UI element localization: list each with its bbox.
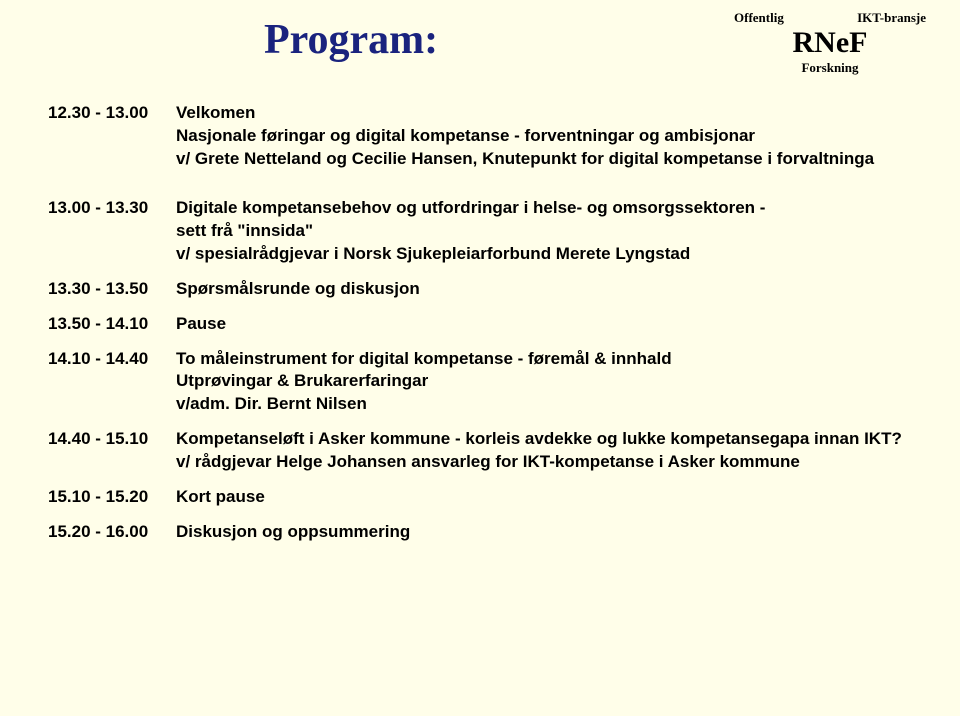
- agenda-time: 15.10 - 15.20: [48, 486, 176, 509]
- agenda-desc: Pause: [176, 313, 924, 336]
- agenda-row: 13.00 - 13.30Digitale kompetansebehov og…: [48, 197, 924, 266]
- agenda-line: To måleinstrument for digital kompetanse…: [176, 348, 924, 371]
- agenda-time: 14.40 - 15.10: [48, 428, 176, 451]
- agenda-desc: VelkomenNasjonale føringar og digital ko…: [176, 102, 924, 171]
- agenda-line: v/ spesialrådgjevar i Norsk Sjukepleiarf…: [176, 243, 924, 266]
- agenda-time: 13.00 - 13.30: [48, 197, 176, 220]
- agenda-desc: Kort pause: [176, 486, 924, 509]
- agenda-line: Kompetanseløft i Asker kommune - korleis…: [176, 428, 924, 451]
- agenda-line: v/ Grete Netteland og Cecilie Hansen, Kn…: [176, 148, 924, 171]
- agenda-row: 13.30 - 13.50Spørsmålsrunde og diskusjon: [48, 278, 924, 301]
- agenda-line: Nasjonale føringar og digital kompetanse…: [176, 125, 924, 148]
- agenda-line: Digitale kompetansebehov og utfordringar…: [176, 197, 924, 220]
- agenda-row: 14.10 - 14.40To måleinstrument for digit…: [48, 348, 924, 417]
- agenda-line: v/adm. Dir. Bernt Nilsen: [176, 393, 924, 416]
- agenda-desc: Kompetanseløft i Asker kommune - korleis…: [176, 428, 924, 474]
- agenda: 12.30 - 13.00VelkomenNasjonale føringar …: [48, 102, 924, 556]
- logo-bottom: Forskning: [730, 60, 930, 76]
- agenda-desc: Spørsmålsrunde og diskusjon: [176, 278, 924, 301]
- agenda-row: 14.40 - 15.10Kompetanseløft i Asker komm…: [48, 428, 924, 474]
- agenda-line: sett frå "innsida": [176, 220, 924, 243]
- agenda-line: Kort pause: [176, 486, 924, 509]
- agenda-row: 15.10 - 15.20Kort pause: [48, 486, 924, 509]
- agenda-line: Diskusjon og oppsummering: [176, 521, 924, 544]
- logo-top-left: Offentlig: [734, 10, 784, 26]
- agenda-row: 15.20 - 16.00Diskusjon og oppsummering: [48, 521, 924, 544]
- agenda-line: Spørsmålsrunde og diskusjon: [176, 278, 924, 301]
- agenda-line: v/ rådgjevar Helge Johansen ansvarleg fo…: [176, 451, 924, 474]
- agenda-line: Utprøvingar & Brukarerfaringar: [176, 370, 924, 393]
- agenda-time: 13.50 - 14.10: [48, 313, 176, 336]
- agenda-row: 12.30 - 13.00VelkomenNasjonale føringar …: [48, 102, 924, 171]
- page-title: Program:: [264, 16, 438, 64]
- agenda-time: 14.10 - 14.40: [48, 348, 176, 371]
- agenda-time: 12.30 - 13.00: [48, 102, 176, 125]
- agenda-line: Velkomen: [176, 102, 924, 125]
- logo-middle: RNeF: [730, 28, 930, 58]
- agenda-time: 13.30 - 13.50: [48, 278, 176, 301]
- agenda-desc: Diskusjon og oppsummering: [176, 521, 924, 544]
- logo: Offentlig IKT-bransje RNeF Forskning: [730, 10, 930, 76]
- agenda-desc: To måleinstrument for digital kompetanse…: [176, 348, 924, 417]
- agenda-line: Pause: [176, 313, 924, 336]
- logo-top-right: IKT-bransje: [857, 10, 926, 26]
- agenda-desc: Digitale kompetansebehov og utfordringar…: [176, 197, 924, 266]
- slide: Program: Offentlig IKT-bransje RNeF Fors…: [0, 0, 960, 716]
- agenda-time: 15.20 - 16.00: [48, 521, 176, 544]
- agenda-row: 13.50 - 14.10Pause: [48, 313, 924, 336]
- logo-top-row: Offentlig IKT-bransje: [730, 10, 930, 26]
